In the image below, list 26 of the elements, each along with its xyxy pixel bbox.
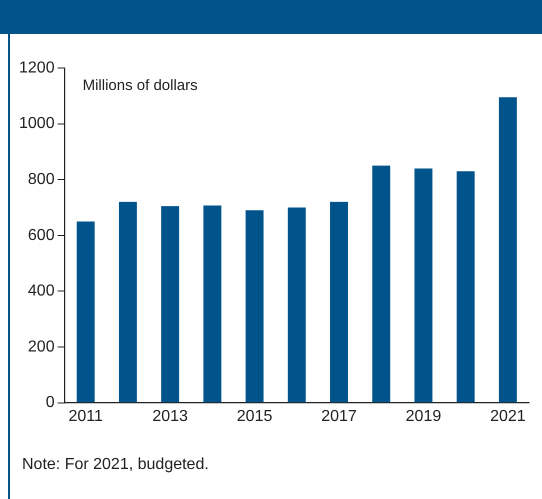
y-tick-label: 1200 <box>19 59 55 76</box>
bar <box>161 206 180 402</box>
y-tick-label: 200 <box>28 338 55 356</box>
bar <box>498 97 517 402</box>
x-tick-label: 2011 <box>68 408 104 425</box>
bar <box>372 166 390 402</box>
bar <box>118 202 137 402</box>
y-tick-label: 800 <box>28 171 55 188</box>
y-tick-label: 600 <box>28 226 55 244</box>
x-tick-label: 2017 <box>321 408 357 425</box>
bar <box>246 210 264 402</box>
bar <box>414 168 432 402</box>
text: Note: For 2021, budgeted. <box>22 456 209 474</box>
y-tick-label: 400 <box>28 282 55 300</box>
x-tick-label: 2019 <box>406 408 442 425</box>
bar <box>330 202 348 402</box>
bar <box>76 221 95 402</box>
bar <box>456 171 475 402</box>
y-tick-label: 0 <box>46 394 55 412</box>
bar <box>288 208 306 402</box>
x-tick-label: 2021 <box>490 408 526 425</box>
y-tick-label: 1000 <box>19 115 55 132</box>
bar <box>203 206 222 402</box>
x-tick-label: 2015 <box>236 408 272 425</box>
x-tick-label: 2013 <box>152 408 188 425</box>
y-axis-title: Millions of dollars <box>82 77 198 94</box>
